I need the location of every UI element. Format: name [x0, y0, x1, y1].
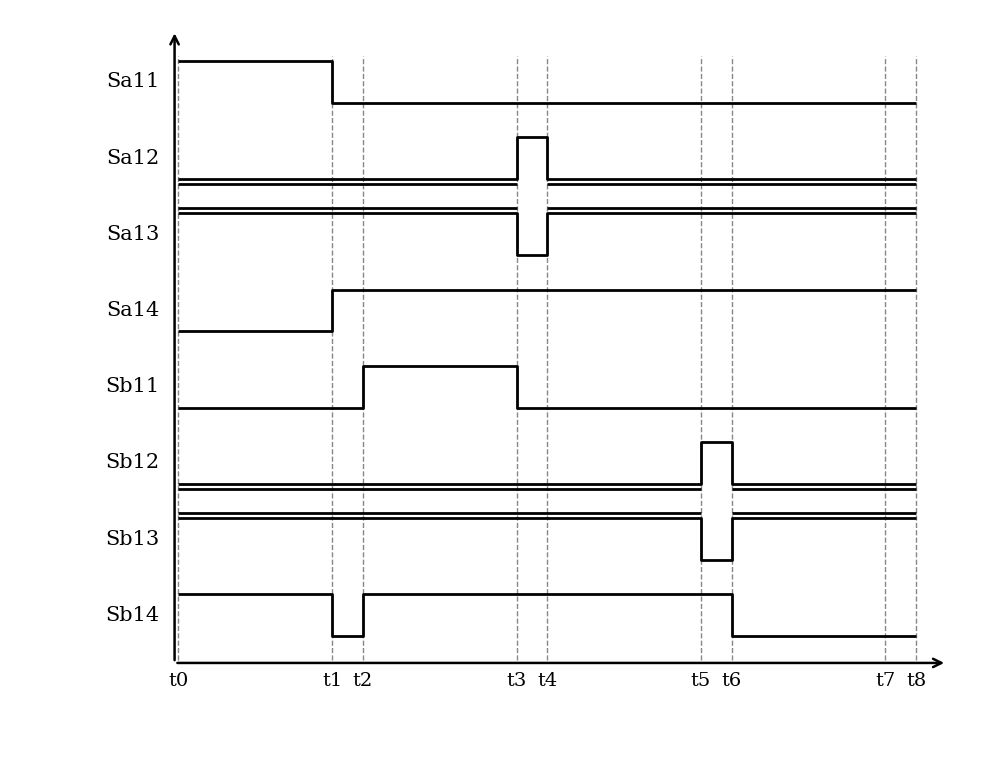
Text: t3: t3 — [506, 672, 527, 690]
Text: Sa12: Sa12 — [106, 149, 159, 168]
Text: Sb11: Sb11 — [105, 377, 159, 396]
Text: t8: t8 — [906, 672, 926, 690]
Text: t0: t0 — [168, 672, 189, 690]
Text: Sa14: Sa14 — [106, 301, 159, 320]
Text: t4: t4 — [537, 672, 557, 690]
Text: Sa11: Sa11 — [106, 72, 159, 91]
Text: t2: t2 — [353, 672, 373, 690]
Text: t1: t1 — [322, 672, 342, 690]
Text: t7: t7 — [875, 672, 896, 690]
Text: Sb13: Sb13 — [105, 530, 159, 549]
Text: Sa13: Sa13 — [106, 225, 159, 244]
Text: t6: t6 — [722, 672, 742, 690]
Text: Sb14: Sb14 — [105, 606, 159, 625]
Text: Sb12: Sb12 — [105, 453, 159, 472]
Text: t5: t5 — [691, 672, 711, 690]
